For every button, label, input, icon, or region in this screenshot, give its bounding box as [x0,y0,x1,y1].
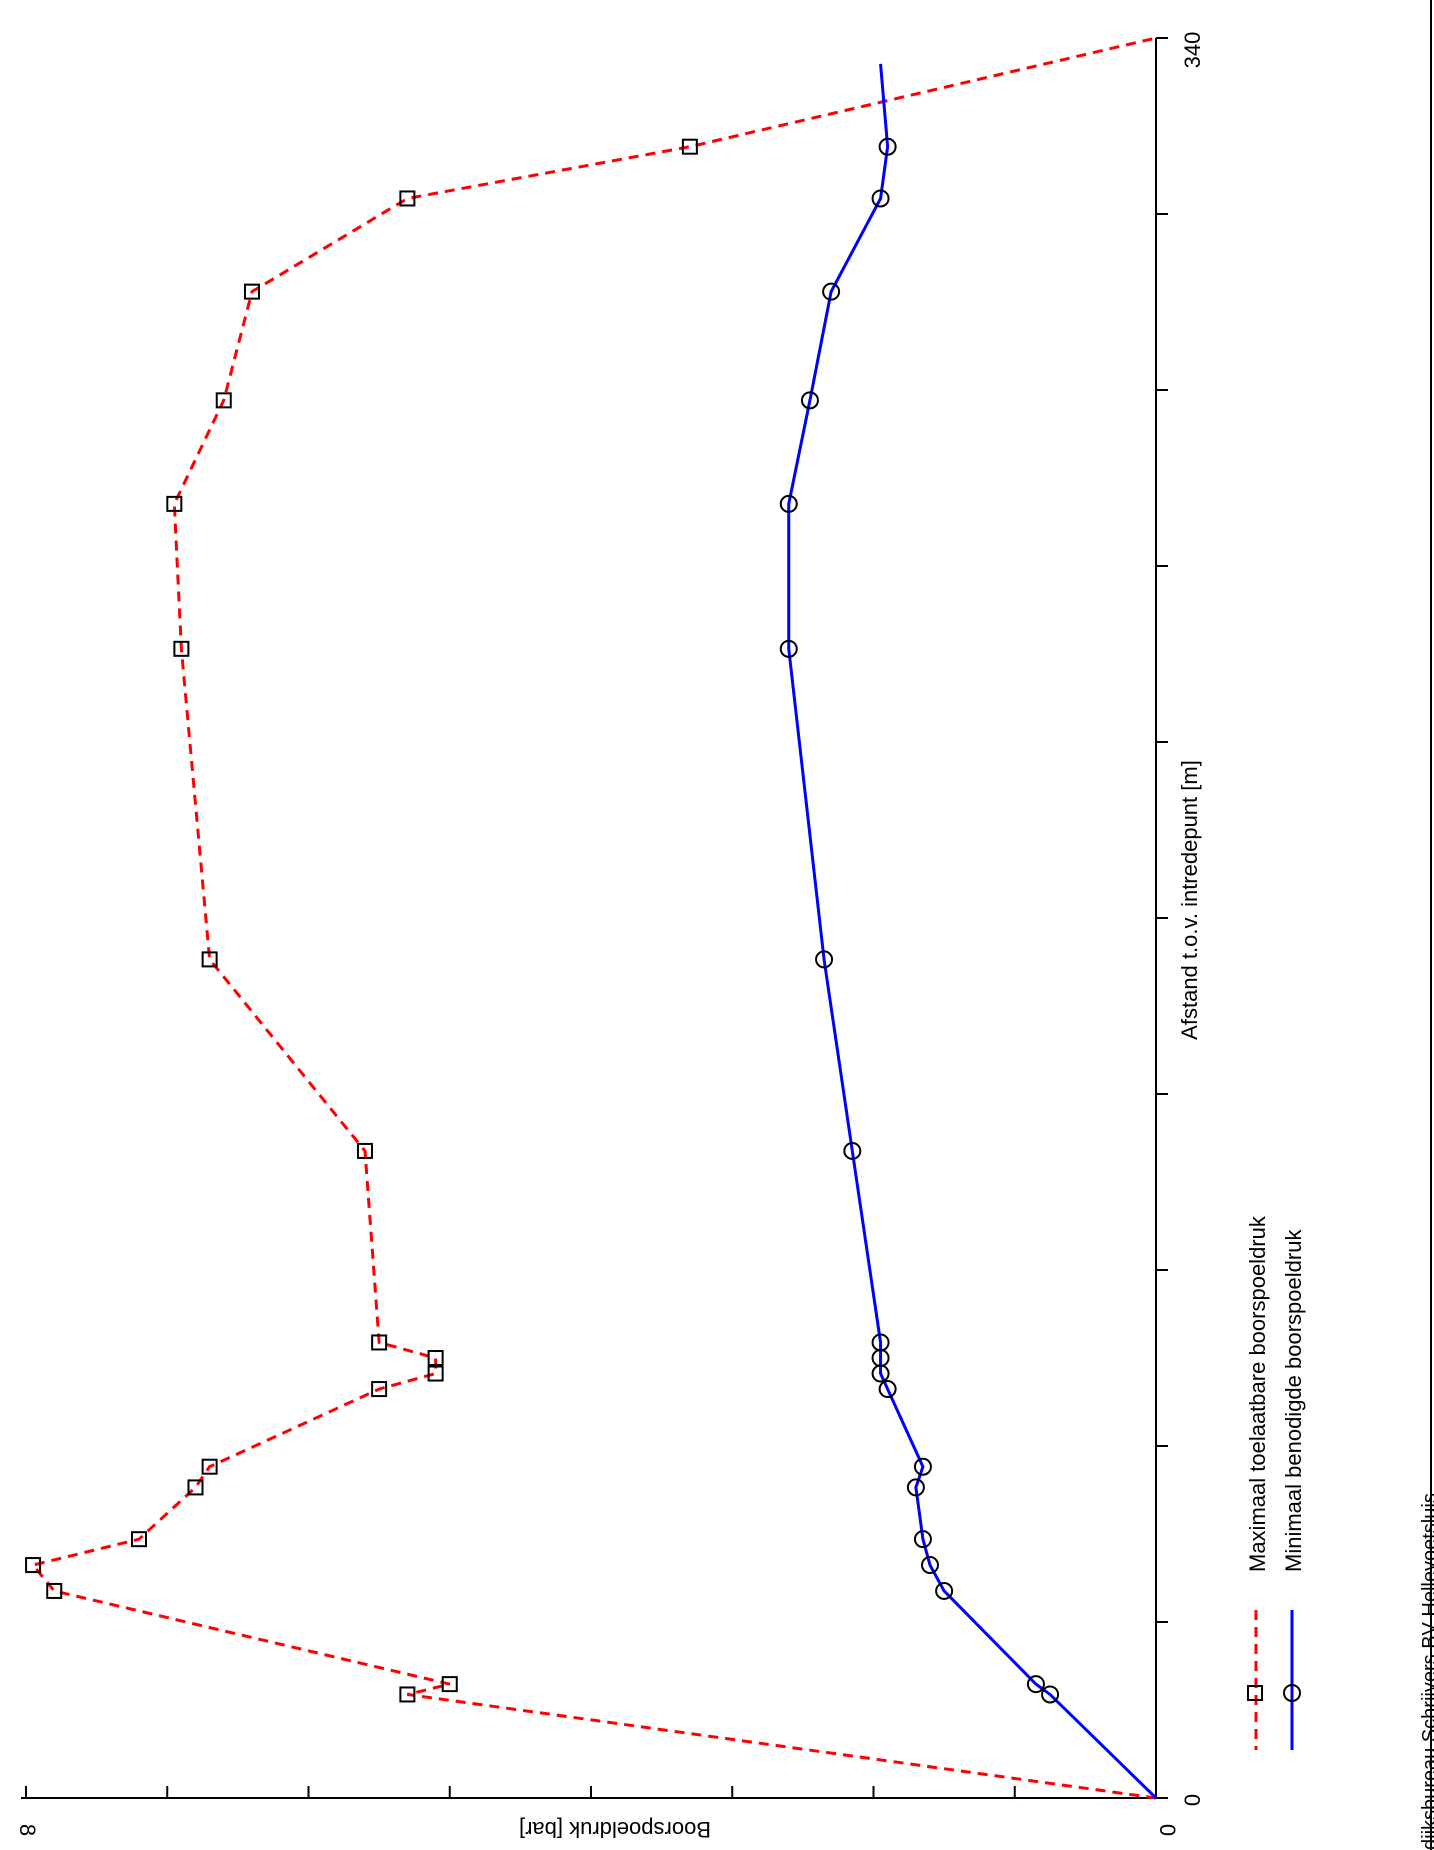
series-line-0 [30,36,1157,1800]
y-tick-label-0: 0 [1155,1824,1180,1836]
data-point-min [871,189,890,208]
data-point-min [779,639,798,658]
data-point-max [201,951,218,968]
legend-label-min: Minimaal benodigde boorspoeldruk [1281,1229,1306,1572]
data-point-min [815,950,834,969]
data-point-max [441,1676,458,1693]
data-point-min [921,1556,939,1575]
x-axis-label: Afstand t.o.v. intredepunt [m] [1177,760,1202,1040]
data-point-min [935,1581,954,1600]
data-point-min [871,1333,890,1352]
data-point-max [46,1582,63,1599]
data-point-min [1041,1685,1060,1704]
data-point-max [357,1142,373,1159]
data-point-max [173,640,190,657]
data-point-max [201,1458,218,1475]
data-point-min [1026,1675,1045,1694]
data-point-max [427,1350,444,1366]
data-point-max [131,1531,147,1548]
data-point-max [25,1557,42,1574]
data-point-min [800,391,819,410]
data-point-max [215,392,232,409]
legend: Maximaal toelaatbare boorspoeldruk Minim… [1245,1215,1306,1750]
data-point-min [913,1530,932,1549]
x-tick-label-340: 340 [1180,32,1205,69]
data-point-max [371,1381,388,1398]
plot-area [21,36,1168,1800]
series-line-1 [787,63,1158,1800]
data-point-max [399,190,416,207]
data-point-min [822,282,841,301]
y-axis-label: Boorspoeldruk [bar] [519,1817,711,1842]
data-point-min [878,1380,897,1399]
data-point-max [187,1479,204,1496]
data-point-max [427,1365,444,1382]
legend-label-max: Maximaal toelaatbare boorspoeldruk [1245,1215,1270,1572]
data-point-min [913,1457,932,1476]
data-point-max [371,1334,388,1351]
data-point-max [166,495,183,512]
y-tick-label-8: 8 [15,1824,40,1836]
x-tick-label-0: 0 [1180,1794,1205,1806]
data-point-max [399,1686,416,1703]
data-point-max [681,138,698,155]
footer-credit: dijksbureau Schrijvers BV Hellevoetsluis [1419,1493,1434,1850]
legend-marker-max [1247,1685,1263,1701]
data-point-min [878,137,897,156]
data-point-min [906,1478,925,1497]
data-point-max [244,283,260,300]
data-point-min [843,1141,862,1160]
legend-marker-min [1283,1684,1301,1702]
data-point-min [779,494,798,513]
